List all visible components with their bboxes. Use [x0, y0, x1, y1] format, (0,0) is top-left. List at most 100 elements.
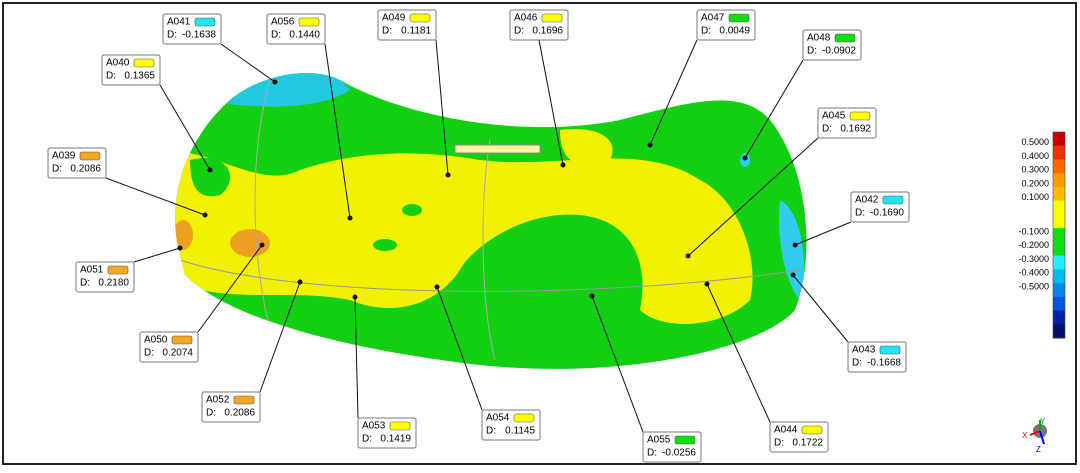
- callout-id: A043: [852, 345, 876, 356]
- callout-id: A054: [486, 413, 510, 424]
- color-swatch: [194, 17, 216, 27]
- d-label: D:: [822, 124, 832, 135]
- callout-id: A047: [701, 13, 725, 24]
- leader-point: [685, 253, 691, 259]
- callout-id: A039: [52, 151, 76, 162]
- leader-point: [589, 293, 595, 299]
- callout: A047 D: 0.0049: [696, 9, 756, 41]
- d-label: D:: [271, 30, 281, 41]
- leader-point: [202, 212, 208, 218]
- legend-segment: [1053, 214, 1065, 229]
- callout-id: A050: [144, 335, 168, 346]
- legend-segment: [1053, 132, 1065, 147]
- d-value: -0.1668: [867, 358, 901, 369]
- callout: A040 D: 0.1365: [101, 54, 161, 86]
- d-label: D:: [167, 30, 177, 41]
- d-label: D:: [807, 46, 817, 57]
- triad-x: X: [1022, 431, 1028, 440]
- leader-line: [259, 281, 301, 393]
- callout: A046 D: 0.1696: [509, 9, 569, 41]
- d-value: -0.0902: [822, 46, 856, 57]
- d-value: 0.1696: [532, 26, 563, 37]
- color-swatch: [849, 111, 871, 121]
- d-value: -0.1690: [870, 208, 904, 219]
- callout: A043 D: -0.1668: [847, 341, 907, 373]
- color-swatch: [513, 413, 535, 423]
- slot: [454, 144, 541, 154]
- leader-line: [591, 295, 644, 433]
- callout: A055 D: -0.0256: [642, 431, 702, 463]
- color-swatch: [801, 425, 823, 435]
- legend-label: -0.5000: [1018, 281, 1049, 291]
- d-label: D:: [486, 426, 496, 437]
- legend-label: -0.1000: [1018, 227, 1049, 237]
- legend-segment: [1053, 159, 1065, 174]
- leader-line: [792, 274, 849, 343]
- callout-id: A051: [80, 265, 104, 276]
- legend-label: 0.4000: [1021, 151, 1049, 161]
- d-value: 0.1440: [289, 30, 320, 41]
- callout-id: A052: [206, 395, 230, 406]
- d-value: 0.2074: [162, 348, 193, 359]
- d-label: D:: [701, 26, 711, 37]
- leader-point: [647, 142, 653, 148]
- legend-segment: [1053, 241, 1065, 257]
- d-label: D:: [647, 448, 657, 459]
- legend-label: 0.3000: [1021, 165, 1049, 175]
- callout-id: A056: [271, 17, 295, 28]
- legend-segment: [1053, 310, 1065, 325]
- leader-line: [159, 84, 211, 171]
- leader-point: [352, 294, 358, 300]
- leader-point: [560, 162, 566, 168]
- legend-segment: [1053, 283, 1065, 298]
- legend-label: 0.1000: [1021, 192, 1049, 202]
- color-swatch: [409, 13, 431, 23]
- color-swatch: [882, 195, 904, 205]
- callout-id: A044: [774, 425, 798, 436]
- color-swatch: [674, 435, 696, 445]
- leader-point: [434, 284, 440, 290]
- legend-segment: [1053, 173, 1065, 188]
- leader-point: [259, 242, 265, 248]
- d-value: 0.1145: [505, 426, 535, 437]
- color-swatch: [541, 13, 563, 23]
- callout-id: A055: [647, 435, 671, 446]
- leader-line: [687, 137, 819, 257]
- callout: A042 D: -0.1690: [850, 191, 910, 223]
- callout-id: A053: [362, 421, 386, 432]
- legend-segment: [1053, 296, 1065, 312]
- d-value: 0.1365: [124, 71, 155, 82]
- d-value: 0.2086: [70, 164, 101, 175]
- leader-line: [435, 39, 449, 176]
- d-label: D:: [514, 26, 524, 37]
- leader-line: [133, 247, 181, 263]
- color-swatch: [879, 345, 901, 355]
- d-label: D:: [52, 164, 62, 175]
- leader-point: [792, 242, 798, 248]
- leader-point: [297, 279, 303, 285]
- d-value: -0.1638: [182, 30, 216, 41]
- color-swatch: [133, 58, 155, 68]
- leader-line: [794, 221, 852, 246]
- legend-segment: [1053, 324, 1065, 339]
- leader-line: [220, 43, 276, 83]
- callout: A050 D: 0.2074: [139, 331, 199, 363]
- triad-y: Y: [1040, 417, 1046, 426]
- leader-line: [649, 39, 698, 146]
- callout: A051 D: 0.2180: [75, 261, 135, 293]
- color-swatch: [233, 395, 255, 405]
- leader-point: [704, 281, 710, 287]
- callout: A052 D: 0.2086: [201, 391, 261, 423]
- color-swatch: [389, 421, 411, 431]
- leader-point: [347, 215, 353, 221]
- callout-id: A042: [855, 195, 879, 206]
- callout-id: A041: [167, 17, 191, 28]
- callout: A056 D: 0.1440: [266, 13, 326, 45]
- d-value: 0.1419: [380, 434, 411, 445]
- triad-z: Z: [1036, 445, 1041, 454]
- callout: A044 D: 0.1722: [769, 421, 829, 453]
- leader-line: [105, 177, 206, 216]
- color-swatch: [79, 151, 101, 161]
- leader-line: [354, 296, 359, 419]
